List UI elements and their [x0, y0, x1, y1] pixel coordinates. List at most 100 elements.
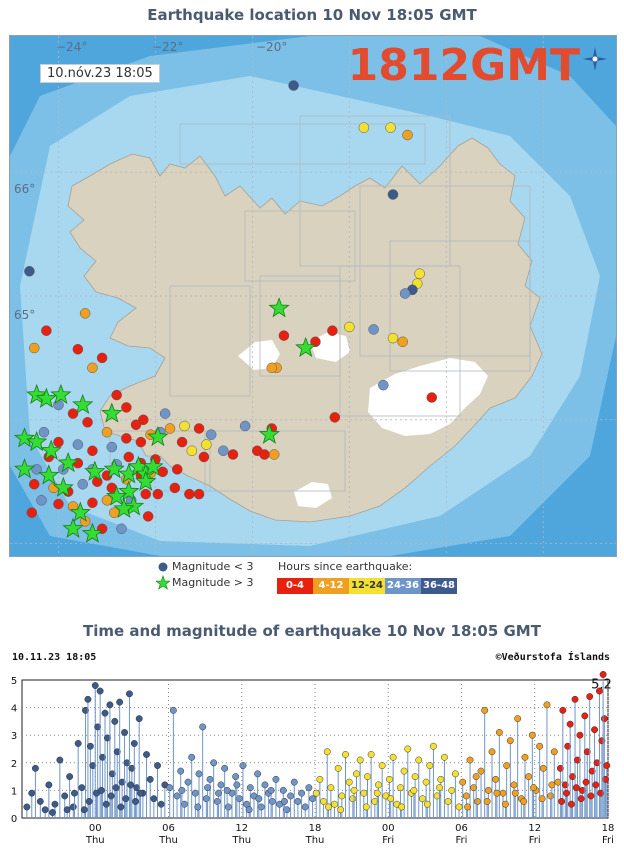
magnitude-point [576, 731, 584, 739]
magnitude-point [592, 781, 600, 789]
quake-marker-small [387, 189, 399, 200]
magnitude-time-chart: 01234500Thu06Thu12Thu18Thu00Fri06Fri12Fr… [11, 671, 615, 846]
quake-marker-small [53, 399, 64, 411]
earthquake-map[interactable]: 10.nóv.23 18:05 1812GMT −24° −22° −20° 6… [9, 35, 617, 557]
x-tick-label: 06 [455, 823, 468, 834]
magnitude-point [66, 773, 74, 781]
magnitude-point [41, 806, 49, 814]
quake-marker-small [79, 308, 91, 319]
magnitude-point [466, 756, 474, 764]
magnitude-point [294, 797, 302, 805]
magnitude-point [94, 723, 102, 731]
quake-marker-small [87, 497, 98, 509]
magnitude-point [574, 756, 581, 764]
magnitude-point [386, 775, 393, 783]
magnitude-point [113, 748, 121, 756]
quake-marker-small [38, 426, 50, 438]
magnitude-point [210, 759, 218, 767]
y-tick-label: 5 [11, 676, 17, 687]
quake-marker-large [84, 460, 106, 481]
magnitude-point [375, 781, 382, 789]
quake-marker-large [26, 430, 48, 452]
magnitude-point [577, 795, 585, 803]
magnitude-point [123, 759, 131, 767]
hours-bin: 36-48 [421, 578, 457, 594]
x-tick-label: 18 [602, 823, 615, 834]
magnitude-point [398, 803, 406, 811]
magnitude-point [56, 756, 64, 764]
magnitude-point [102, 800, 110, 808]
quake-marker-small [53, 498, 64, 510]
magnitude-point [157, 800, 165, 808]
quake-marker-small [101, 495, 113, 506]
y-tick-label: 1 [11, 786, 17, 797]
magnitude-point [588, 767, 596, 775]
quake-marker-small [28, 342, 40, 354]
magnitude-point [331, 800, 338, 808]
hours-legend-title: Hours since earthquake: [278, 560, 413, 573]
quake-marker-small [172, 464, 183, 475]
magnitude-point [470, 784, 478, 792]
magnitude-point [74, 740, 82, 747]
quake-marker-large [147, 425, 169, 447]
large-quake-legend-icon [156, 575, 170, 590]
magnitude-point [455, 803, 463, 811]
magnitude-point [104, 734, 111, 742]
quake-marker-large [103, 458, 125, 479]
quake-marker-small [358, 122, 370, 133]
magnitude-point [254, 770, 262, 778]
magnitude-point [191, 789, 199, 797]
quake-marker-small [239, 420, 251, 432]
quake-marker-large [142, 455, 164, 476]
magnitude-point [86, 742, 94, 750]
magnitude-point [444, 797, 452, 805]
magnitude-point [426, 762, 434, 770]
quake-marker-small [184, 488, 195, 500]
magnitude-point [107, 792, 115, 800]
quake-marker-small [259, 449, 270, 460]
magnitude-point [566, 720, 574, 728]
x-day-label: Thu [231, 835, 251, 846]
magnitude-point [600, 715, 608, 723]
magnitude-point [484, 786, 492, 794]
magnitude-point [539, 764, 547, 772]
magnitude-point [91, 682, 99, 689]
magnitude-point [146, 775, 154, 783]
magnitude-point [233, 781, 241, 789]
quake-marker-small [116, 523, 127, 535]
magnitude-point [71, 789, 78, 797]
quake-marker-small [218, 445, 229, 457]
quake-marker-small [53, 436, 64, 448]
map-canvas [10, 36, 616, 556]
quake-marker-small [402, 129, 413, 141]
magnitude-point [342, 751, 349, 758]
magnitude-point [324, 803, 332, 811]
chart-timestamp: 10.11.23 18:05 [12, 652, 97, 663]
magnitude-point [548, 781, 556, 789]
chart-axes: 01234500Thu06Thu12Thu18Thu00Fri06Fri12Fr… [11, 676, 615, 846]
quake-marker-small [159, 408, 171, 419]
quake-marker-small [138, 414, 149, 426]
magnitude-point [582, 778, 590, 786]
quake-marker-small [378, 379, 389, 391]
quake-marker-small [108, 507, 120, 518]
magnitude-point [316, 775, 324, 783]
hours-bin: 4-12 [313, 578, 349, 594]
chart-copyright: ©Veðurstofa Íslands [495, 652, 610, 663]
quake-marker-small [28, 478, 40, 490]
quake-marker-small [41, 325, 52, 336]
quake-marker-small [101, 426, 113, 438]
magnitude-point [101, 709, 109, 717]
x-day-label: Thu [158, 835, 178, 846]
magnitude-point [80, 806, 88, 814]
magnitude-point [387, 795, 395, 803]
max-magnitude-label: 5.2 [591, 677, 612, 692]
y-tick-label: 3 [11, 731, 17, 742]
magnitude-point [563, 789, 570, 797]
magnitude-point [367, 751, 375, 758]
compass-rose-icon[interactable] [582, 46, 608, 72]
magnitude-point [111, 717, 119, 725]
quake-marker-large [101, 402, 123, 423]
magnitude-point [245, 806, 253, 814]
magnitude-point [127, 781, 135, 789]
